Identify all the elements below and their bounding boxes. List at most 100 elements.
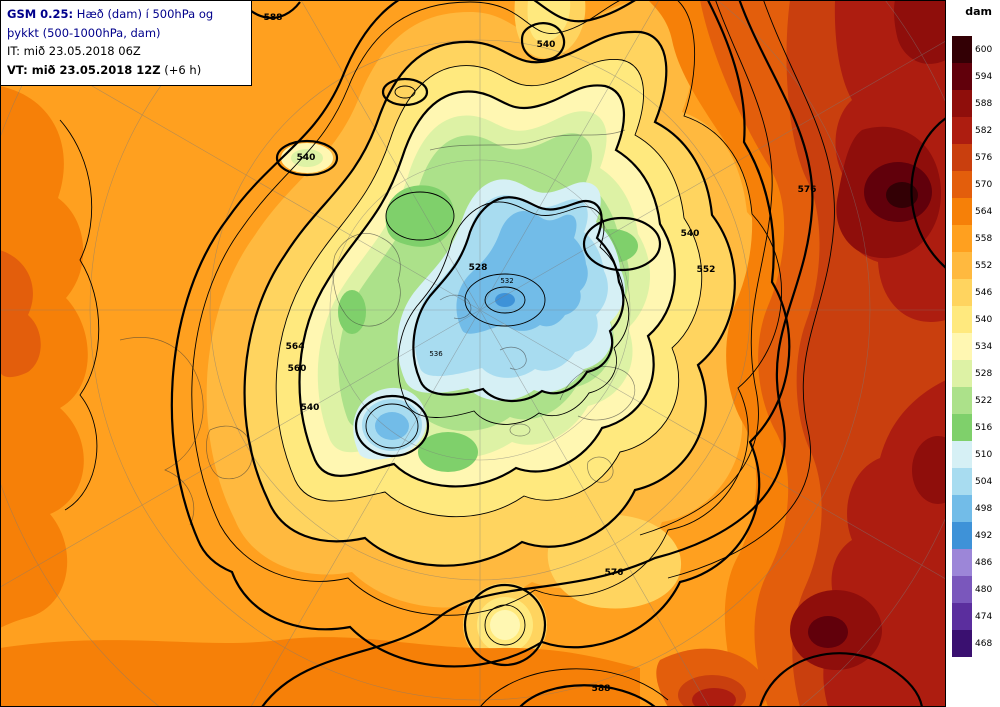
coastlines [119,129,636,526]
legend: dam 600 594 588 582 576 570 564 558 552 546 540 534… [946,0,1000,707]
legend-unit-label: dam [965,5,992,18]
legend-swatch [952,171,972,198]
legend-entry: 552 [952,252,992,279]
legend-swatch [952,387,972,414]
legend-entry: 516 [952,414,992,441]
legend-swatch [952,306,972,333]
legend-value: 504 [975,476,993,487]
legend-value: 492 [975,530,993,541]
legend-value: 600 [975,44,993,55]
legend-value: 552 [975,260,993,271]
legend-entry: 474 [952,603,992,630]
legend-entry: 582 [952,117,992,144]
legend-entry: 600 [952,36,992,63]
contour-label: 552 [697,265,716,275]
legend-entry: 588 [952,90,992,117]
legend-swatch [952,468,972,495]
legend-swatch [952,549,972,576]
info-line-it: IT: mið 23.05.2018 06Z [7,42,245,61]
legend-value: 528 [975,368,993,379]
legend-swatch [952,333,972,360]
legend-value: 522 [975,395,993,406]
thin-contours [59,0,835,707]
legend-swatch [952,576,972,603]
info-box: GSM 0.25: Hæð (dam) í 500hPa og þykkt (5… [0,0,252,86]
contour-labels: 588 540 540 528 540 552 564 560 540 576 576 588 532 5… [264,13,817,694]
legend-swatch [952,252,972,279]
map-svg: 588 540 540 528 540 552 564 560 540 576 576 588 532 5… [0,0,946,707]
legend-entry: 480 [952,576,992,603]
legend-swatch [952,414,972,441]
legend-entry: 498 [952,495,992,522]
legend-rows: 600 594 588 582 576 570 564 558 552 546 540 534 528 5… [952,36,992,657]
model-label: GSM 0.25: [7,7,74,21]
legend-entry: 534 [952,333,992,360]
legend-entry: 492 [952,522,992,549]
legend-entry: 546 [952,279,992,306]
legend-value: 510 [975,449,993,460]
info-line-thickness: þykkt (500-1000hPa, dam) [7,25,161,40]
legend-swatch [952,198,972,225]
contour-label: 532 [500,277,513,285]
contour-label: 576 [798,185,817,195]
legend-entry: 594 [952,63,992,90]
legend-value: 516 [975,422,993,433]
legend-swatch [952,63,972,90]
contour-label: 528 [469,263,488,273]
info-line-title: GSM 0.25: Hæð (dam) í 500hPa og [7,5,245,24]
contour-label: 588 [264,13,283,23]
legend-value: 588 [975,98,993,109]
bold-contours [170,0,946,707]
legend-value: 582 [975,125,993,136]
legend-entry: 486 [952,549,992,576]
legend-entry: 510 [952,441,992,468]
legend-swatch [952,279,972,306]
legend-value: 468 [975,638,993,649]
contour-label: 576 [605,568,624,578]
legend-entry: 564 [952,198,992,225]
legend-value: 534 [975,341,993,352]
legend-swatch [952,603,972,630]
legend-entry: 540 [952,306,992,333]
contour-label: 540 [297,153,316,163]
legend-entry: 522 [952,387,992,414]
legend-value: 576 [975,152,993,163]
contour-label: 540 [681,229,700,239]
legend-entry: 504 [952,468,992,495]
legend-swatch [952,90,972,117]
vt-value: VT: mið 23.05.2018 12Z [7,62,161,77]
contour-label: 540 [537,40,556,50]
contour-label: 560 [288,364,307,374]
legend-value: 594 [975,71,993,82]
vt-offset: (+6 h) [160,62,202,77]
fill-warm-edges [0,0,946,707]
legend-value: 558 [975,233,993,244]
legend-entry: 576 [952,144,992,171]
legend-value: 546 [975,287,993,298]
legend-swatch [952,360,972,387]
contour-label: 540 [301,403,320,413]
legend-swatch [952,630,972,657]
legend-value: 474 [975,611,993,622]
legend-value: 498 [975,503,993,514]
it-value: mið 23.05.2018 06Z [20,44,141,59]
legend-swatch [952,144,972,171]
legend-entry: 528 [952,360,992,387]
legend-swatch [952,225,972,252]
legend-value: 540 [975,314,993,325]
title-rest: Hæð (dam) í 500hPa og [73,7,214,21]
legend-entry: 570 [952,171,992,198]
legend-swatch [952,117,972,144]
legend-entry: 558 [952,225,992,252]
info-line-vt: VT: mið 23.05.2018 12Z (+6 h) [7,61,245,80]
legend-entry: 468 [952,630,992,657]
legend-swatch [952,36,972,63]
legend-swatch [952,495,972,522]
legend-value: 486 [975,557,993,568]
legend-value: 480 [975,584,993,595]
legend-value: 564 [975,206,993,217]
legend-swatch [952,441,972,468]
contour-label: 564 [286,342,305,352]
it-label: IT: [7,44,21,59]
